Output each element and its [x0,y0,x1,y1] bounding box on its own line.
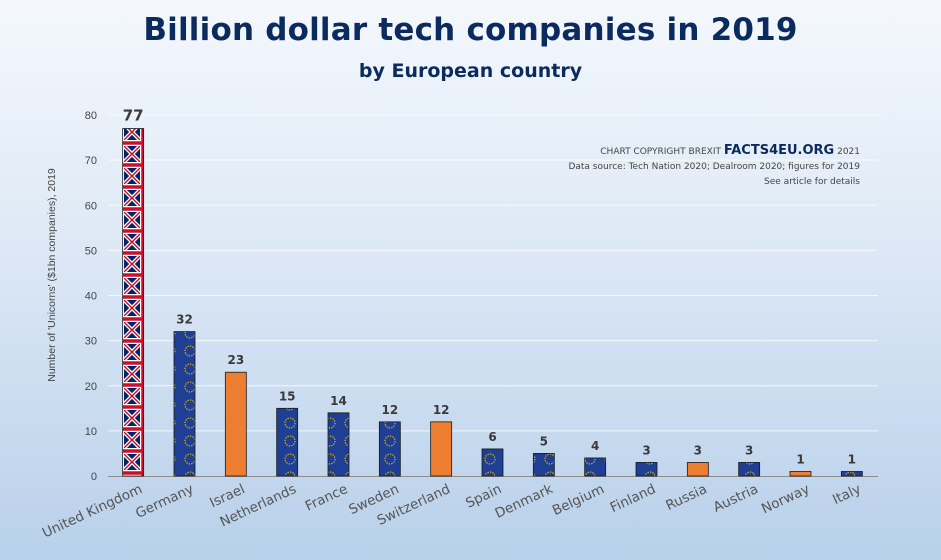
x-tick-label: United Kingdom [40,481,145,541]
copyright-brand: FACTS4EU.ORG [723,143,835,158]
y-tick-label: 50 [85,245,97,257]
y-axis-label: Number of 'Unicorns' ($1bn companies), 2… [46,168,58,382]
copyright-prefix: CHART COPYRIGHT BREXIT [600,147,721,157]
data-label: 4 [591,439,599,453]
y-tick-label: 70 [85,155,97,167]
y-tick-label: 40 [85,291,97,303]
x-tick-label: Belgium [550,481,607,519]
data-label: 15 [279,389,296,403]
data-label: 3 [745,443,753,457]
x-tick-label: Germany [133,481,196,522]
chart-subtitle: by European country [358,60,583,82]
bar-france [327,412,350,477]
data-label: 5 [540,434,548,448]
data-label: 14 [330,394,347,408]
x-tick-label: Denmark [493,481,556,522]
bar-spain [481,448,504,477]
bar-italy [840,471,863,477]
bar-israel [224,371,247,477]
data-label: 32 [176,313,193,327]
chart-title: Billion dollar tech companies in 2019 [143,12,798,48]
bar-switzerland [430,421,453,477]
copyright-line: CHART COPYRIGHT BREXIT FACTS4EU.ORG 2021 [568,143,860,160]
y-tick-label: 60 [85,200,97,212]
data-label: 1 [796,452,804,466]
article-note: See article for details [764,177,860,187]
x-tick-label: Norway [759,481,812,517]
copyright-year: 2021 [837,147,860,157]
data-label: 12 [433,403,450,417]
y-tick-label: 10 [85,426,97,438]
bar-norway [789,471,812,477]
bar-denmark [532,453,555,477]
bar-russia [686,462,709,477]
bar-united-kingdom [122,128,145,477]
y-tick-label: 30 [85,336,97,348]
data-label: 12 [381,403,398,417]
y-tick-label: 20 [85,381,97,393]
data-label: 23 [227,353,244,367]
bar-netherlands [276,407,299,477]
data-source: Data source: Tech Nation 2020; Dealroom … [568,162,860,172]
x-tick-label: Austria [711,481,761,516]
data-label: 77 [123,107,144,125]
chart-credit: CHART COPYRIGHT BREXIT FACTS4EU.ORG 2021… [568,143,860,190]
x-tick-label: Russia [663,481,709,514]
x-tick-label: Finland [608,481,658,516]
y-tick-label: 0 [91,471,97,483]
y-tick-label: 80 [85,110,97,122]
bar-finland [635,462,658,477]
x-tick-label: France [303,481,350,514]
bar-belgium [584,457,607,477]
bar-sweden [378,421,401,477]
x-tick-label: Italy [830,481,863,508]
data-label: 6 [488,430,496,444]
bar-austria [738,462,761,477]
data-label: 1 [848,452,856,466]
bar-germany [173,331,196,477]
data-label: 3 [694,443,702,457]
data-label: 3 [642,443,650,457]
